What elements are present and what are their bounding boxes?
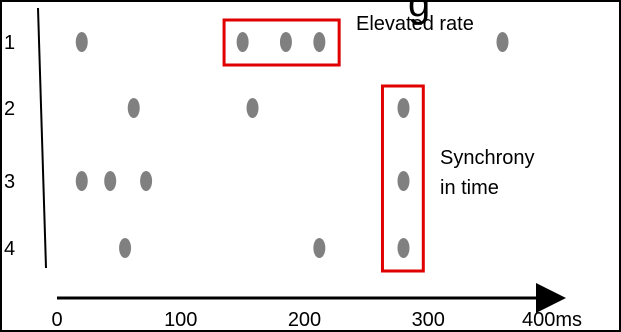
spike-marker-row-3 xyxy=(104,171,117,191)
spike-marker-row-3 xyxy=(140,171,153,191)
spike-marker-row-4 xyxy=(119,238,132,258)
synchrony-label: Synchrony xyxy=(440,147,535,169)
spike-marker-row-1 xyxy=(313,32,326,52)
spike-marker-row-2 xyxy=(397,98,410,118)
x-tick-label: 400ms xyxy=(522,309,582,331)
row-label-4: 4 xyxy=(4,238,15,260)
spike-marker-row-2 xyxy=(246,98,259,118)
spike-marker-row-3 xyxy=(397,171,410,191)
spike-marker-row-4 xyxy=(313,238,326,258)
row-label-3: 3 xyxy=(4,171,15,193)
spike-marker-row-3 xyxy=(75,171,88,191)
spike-marker-row-1 xyxy=(279,32,292,52)
spike-marker-row-2 xyxy=(127,98,140,118)
row-label-2: 2 xyxy=(4,98,15,120)
elevated-rate-label: Elevated rate xyxy=(356,13,474,35)
elevated-rate-box xyxy=(222,18,341,67)
synchrony-label-line2: in time xyxy=(440,177,499,199)
spike-markers xyxy=(75,32,509,258)
x-tick-label: 100 xyxy=(164,309,197,331)
trial-axis-line xyxy=(37,7,47,269)
x-tick-labels: 0 100 200 300 400ms xyxy=(51,309,582,331)
synchrony-box xyxy=(380,84,425,273)
x-tick-label: 300 xyxy=(412,309,445,331)
x-tick-label: 0 xyxy=(51,309,62,331)
x-tick-label: 200 xyxy=(288,309,321,331)
spike-marker-row-4 xyxy=(397,238,410,258)
row-labels: 1 2 3 4 xyxy=(4,32,15,260)
spike-marker-row-1 xyxy=(236,32,249,52)
title-fragment: g xyxy=(408,0,430,25)
spike-marker-row-1 xyxy=(75,32,88,52)
spike-marker-row-1 xyxy=(496,32,509,52)
row-label-1: 1 xyxy=(4,32,15,54)
